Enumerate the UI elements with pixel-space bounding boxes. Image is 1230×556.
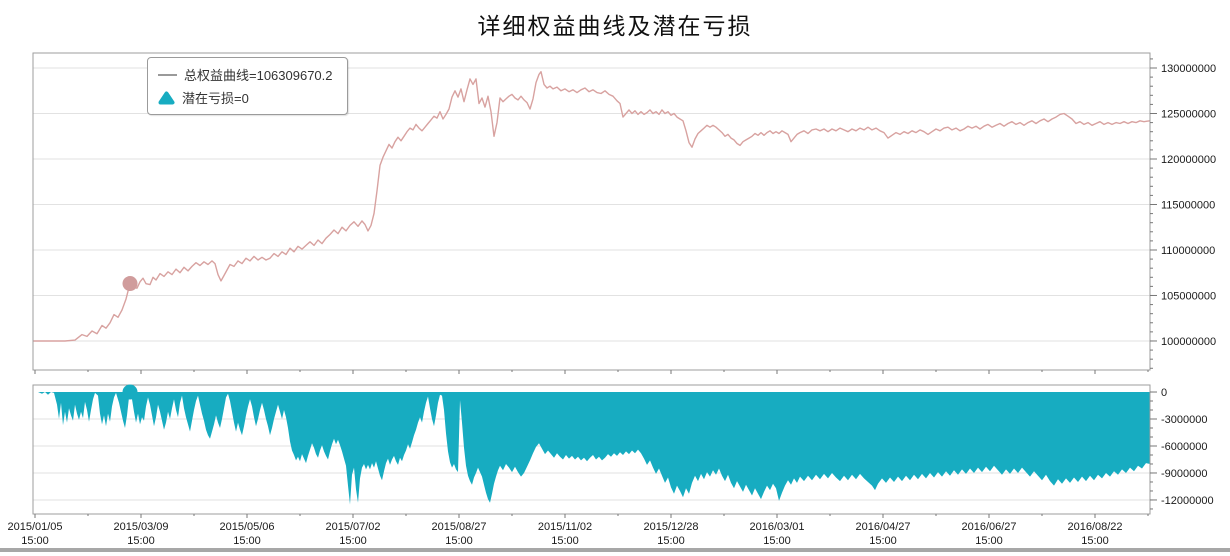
y-tick-label: -12000000 xyxy=(1161,495,1214,507)
x-tick-date: 2015/07/02 xyxy=(325,521,380,533)
legend-label-equity: 总权益曲线=106309670.2 xyxy=(184,68,333,83)
equity-chart[interactable]: 130000000 125000000 120000000 115000000 1100… xyxy=(32,52,1216,374)
legend-item-equity: 总权益曲线=106309670.2 xyxy=(158,63,333,86)
x-tick-time: 15:00 xyxy=(233,535,261,547)
y-axis: 130000000 125000000 120000000 115000000 1100… xyxy=(1150,58,1216,369)
y-tick-label: 115000000 xyxy=(1161,199,1215,211)
x-tick-date: 2016/03/01 xyxy=(749,521,804,533)
y-tick-label: 120000000 xyxy=(1161,154,1216,166)
x-tick-date: 2015/08/27 xyxy=(431,521,486,533)
x-tick-time: 15:00 xyxy=(869,535,897,547)
drawdown-chart[interactable]: 0 -3000000 -6000000 -9000000 -12000000 xyxy=(32,384,1214,518)
y-tick-label: 125000000 xyxy=(1161,109,1216,121)
plot-border xyxy=(32,384,1151,515)
y-axis: 0 -3000000 -6000000 -9000000 -12000000 xyxy=(1150,387,1214,510)
x-tick-time: 15:00 xyxy=(127,535,155,547)
x-tick-time: 15:00 xyxy=(763,535,791,547)
drawdown-area xyxy=(33,392,1150,505)
x-tick-date: 2015/01/05 xyxy=(7,521,62,533)
x-tick-date: 2015/12/28 xyxy=(643,521,698,533)
x-axis-ticks xyxy=(34,514,1149,518)
bottom-divider xyxy=(0,548,1230,552)
x-axis-labels: 2015/01/05 15:00 2015/03/09 15:00 2015/05/06… xyxy=(7,521,1122,547)
y-tick-label: -6000000 xyxy=(1161,441,1208,453)
x-tick-date: 2015/05/06 xyxy=(219,521,274,533)
x-tick-date: 2016/06/27 xyxy=(961,521,1016,533)
x-axis-ticks xyxy=(34,370,1149,374)
y-tick-label: 100000000 xyxy=(1161,336,1216,348)
x-tick-date: 2016/04/27 xyxy=(855,521,910,533)
y-tick-label: 130000000 xyxy=(1161,63,1216,75)
legend: 总权益曲线=106309670.2 潜在亏损=0 xyxy=(147,57,348,115)
y-tick-label: 110000000 xyxy=(1161,245,1215,257)
triangle-marker-icon xyxy=(158,91,175,105)
x-tick-date: 2016/08/22 xyxy=(1067,521,1122,533)
x-tick-time: 15:00 xyxy=(21,535,49,547)
plot-border xyxy=(32,52,1151,371)
equity-curve xyxy=(33,70,1151,342)
x-tick-time: 15:00 xyxy=(339,535,367,547)
line-marker-icon xyxy=(158,73,177,76)
page-title: 详细权益曲线及潜在亏损 xyxy=(477,14,753,39)
y-tick-label: -9000000 xyxy=(1161,468,1208,480)
y-tick-label: 0 xyxy=(1161,387,1167,399)
x-tick-time: 15:00 xyxy=(445,535,473,547)
equity-selected-point[interactable] xyxy=(122,276,138,292)
x-tick-time: 15:00 xyxy=(551,535,579,547)
y-tick-label: 105000000 xyxy=(1161,290,1216,302)
x-tick-date: 2015/03/09 xyxy=(113,521,168,533)
x-tick-time: 15:00 xyxy=(657,535,685,547)
drawdown-selected-point[interactable] xyxy=(122,384,138,400)
y-tick-label: -3000000 xyxy=(1161,414,1208,426)
legend-item-drawdown: 潜在亏损=0 xyxy=(158,86,333,109)
x-tick-date: 2015/11/02 xyxy=(538,521,592,533)
x-tick-time: 15:00 xyxy=(1081,535,1109,547)
x-tick-time: 15:00 xyxy=(975,535,1003,547)
legend-label-drawdown: 潜在亏损=0 xyxy=(182,91,249,106)
